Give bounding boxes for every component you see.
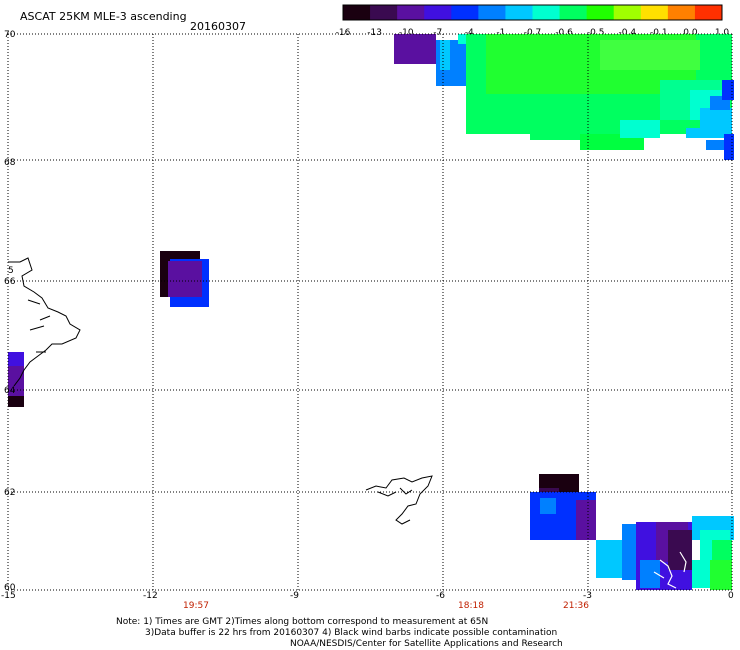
colorbar-tick-label: -0.6 bbox=[555, 28, 573, 38]
lon-label-m3: -3 bbox=[583, 591, 592, 601]
swath-southeast bbox=[530, 474, 734, 590]
colorbar-tick-label: -7 bbox=[433, 28, 442, 38]
note-line-2: 3)Data buffer is 22 hrs from 20160307 4)… bbox=[145, 628, 557, 638]
pass-times: 19:57 18:18 21:36 bbox=[183, 601, 589, 611]
lon-label-m6: -6 bbox=[436, 591, 445, 601]
colorbar-swatch bbox=[667, 5, 696, 20]
colorbar-swatch bbox=[478, 5, 506, 20]
colorbar-swatch bbox=[559, 5, 588, 20]
colorbar-swatch bbox=[505, 5, 533, 20]
note-line-3: NOAA/NESDIS/Center for Satellite Applica… bbox=[290, 639, 563, 649]
coastline-shetland bbox=[653, 551, 687, 589]
colorbar-tick-label: -16 bbox=[336, 28, 351, 38]
lat-label-70: 70 bbox=[4, 30, 16, 40]
map-date: 20160307 bbox=[190, 20, 246, 33]
colorbar-tick-label: 1.0 bbox=[715, 28, 730, 38]
coastline-greenland bbox=[8, 257, 81, 387]
lat-label-68: 68 bbox=[4, 158, 16, 168]
colorbar-swatch bbox=[613, 5, 642, 20]
partial-left-label-5: 5 bbox=[8, 266, 14, 276]
coastline-faroe bbox=[365, 475, 433, 525]
swath-center-patch bbox=[160, 251, 209, 307]
map-title: ASCAT 25KM MLE-3 ascending bbox=[20, 10, 187, 23]
swath-left-edge bbox=[8, 352, 24, 407]
lat-labels: 70 68 66 64 62 60 5 bbox=[4, 30, 16, 593]
lon-label-m9: -9 bbox=[290, 591, 299, 601]
colorbar-swatch bbox=[640, 5, 669, 20]
pass-time-1: 19:57 bbox=[183, 601, 209, 611]
colorbar-tick-label: -0.1 bbox=[650, 28, 668, 38]
colorbar-swatch bbox=[586, 5, 615, 20]
lon-labels: -15 -12 -9 -6 -3 0 bbox=[1, 591, 734, 601]
colorbar bbox=[342, 4, 723, 21]
pass-time-3: 21:36 bbox=[563, 601, 589, 611]
colorbar-tick-label: -10 bbox=[399, 28, 414, 38]
colorbar-tick-label: -13 bbox=[367, 28, 382, 38]
note-line-1: Note: 1) Times are GMT 2)Times along bot… bbox=[116, 617, 488, 627]
lat-label-64: 64 bbox=[4, 386, 16, 396]
colorbar-swatch bbox=[343, 5, 371, 20]
colorbar-swatch bbox=[397, 5, 425, 20]
colorbar-labels: -16 -13 -10 -7 -4 -1 -0.7 -0.6 -0.5 -0.4 -0.1 0.0 1.… bbox=[336, 28, 730, 38]
lon-label-m12: -12 bbox=[143, 591, 158, 601]
colorbar-tick-label: -4 bbox=[465, 28, 474, 38]
colorbar-tick-label: -0.5 bbox=[587, 28, 605, 38]
lat-label-62: 62 bbox=[4, 488, 15, 498]
lat-label-66: 66 bbox=[4, 277, 16, 287]
colorbar-swatch bbox=[424, 5, 452, 20]
colorbar-tick-label: -0.4 bbox=[619, 28, 637, 38]
colorbar-tick-label: -1 bbox=[496, 28, 505, 38]
lat-lon-grid bbox=[7, 33, 733, 591]
colorbar-swatch bbox=[370, 5, 398, 20]
colorbar-swatch bbox=[451, 5, 479, 20]
swath-north bbox=[394, 34, 734, 160]
colorbar-border bbox=[342, 4, 723, 21]
colorbar-swatch bbox=[694, 5, 723, 20]
colorbar-swatch bbox=[532, 5, 561, 20]
lon-label-m15: -15 bbox=[1, 591, 16, 601]
colorbar-tick-label: 0.0 bbox=[683, 28, 698, 38]
colorbar-tick-label: -0.7 bbox=[524, 28, 542, 38]
pass-time-2: 18:18 bbox=[458, 601, 484, 611]
lat-label-60: 60 bbox=[4, 583, 16, 593]
lon-label-0: 0 bbox=[728, 591, 734, 601]
